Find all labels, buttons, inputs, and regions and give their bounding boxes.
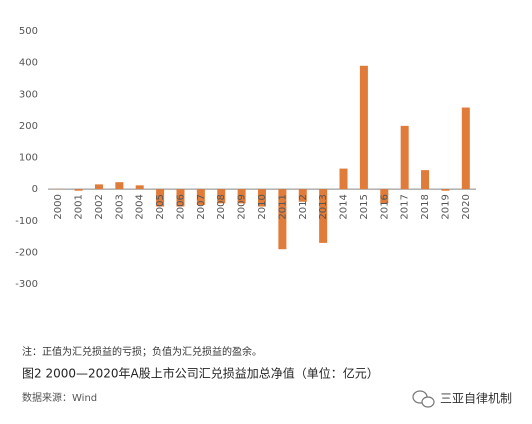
x-tick-label: 2014 xyxy=(339,194,350,219)
x-tick-label: 2018 xyxy=(420,194,431,219)
x-tick-label: 2012 xyxy=(298,194,309,219)
y-tick-label: -200 xyxy=(15,247,38,258)
x-tick-label: 2009 xyxy=(237,194,248,219)
y-tick-label: 0 xyxy=(32,184,38,195)
caption: 图2 2000—2020年A股上市公司汇兑损益加总净值（单位：亿元） xyxy=(22,366,379,381)
bar xyxy=(74,189,83,191)
bar xyxy=(196,189,205,205)
bar xyxy=(94,184,103,190)
bar xyxy=(380,189,389,204)
bar xyxy=(339,168,348,190)
x-tick-label: 2015 xyxy=(359,194,370,219)
x-tick-label: 2003 xyxy=(114,194,125,219)
wechat-icon xyxy=(412,390,435,408)
y-tick-label: 300 xyxy=(19,89,38,100)
x-tick-label: 2006 xyxy=(175,194,186,219)
bar xyxy=(278,189,287,250)
bar xyxy=(217,189,226,204)
x-tick-label: 2013 xyxy=(318,194,329,219)
bar xyxy=(135,185,144,190)
x-tick-label: 2007 xyxy=(196,194,207,219)
bar xyxy=(258,189,266,207)
bar xyxy=(461,107,470,190)
bar xyxy=(400,125,409,190)
x-tick-label: 2002 xyxy=(94,194,105,219)
x-tick-label: 2001 xyxy=(74,194,85,219)
x-tick-label: 2016 xyxy=(379,194,390,219)
bar xyxy=(298,189,307,202)
x-tick-label: 2017 xyxy=(400,194,411,219)
note: 注：正值为汇兑损益的亏损；负值为汇兑损益的盈余。 xyxy=(22,345,262,358)
x-tick-label: 2011 xyxy=(277,194,288,219)
bar xyxy=(421,170,430,190)
y-tick-label: 500 xyxy=(19,26,38,37)
bar xyxy=(237,189,246,204)
x-tick-label: 2019 xyxy=(440,194,451,219)
watermark: 三亚自律机制 xyxy=(440,392,512,406)
bar xyxy=(441,189,450,191)
x-tick-label: 2010 xyxy=(257,194,268,219)
source: 数据来源：Wind xyxy=(22,391,97,404)
x-tick-label: 2000 xyxy=(53,194,64,219)
y-tick-label: -300 xyxy=(15,279,38,290)
y-tick-label: -100 xyxy=(15,216,38,227)
x-tick-label: 2008 xyxy=(216,194,227,219)
y-tick-label: 400 xyxy=(19,58,38,69)
bar xyxy=(176,189,185,207)
bar xyxy=(359,65,368,190)
x-tick-label: 2005 xyxy=(155,194,166,219)
bar xyxy=(156,189,165,207)
x-tick-label: 2020 xyxy=(461,194,472,219)
bar xyxy=(319,189,328,243)
y-tick-label: 200 xyxy=(19,121,38,132)
y-tick-label: 100 xyxy=(19,153,38,164)
x-tick-label: 2004 xyxy=(135,194,146,219)
bar xyxy=(115,182,124,190)
